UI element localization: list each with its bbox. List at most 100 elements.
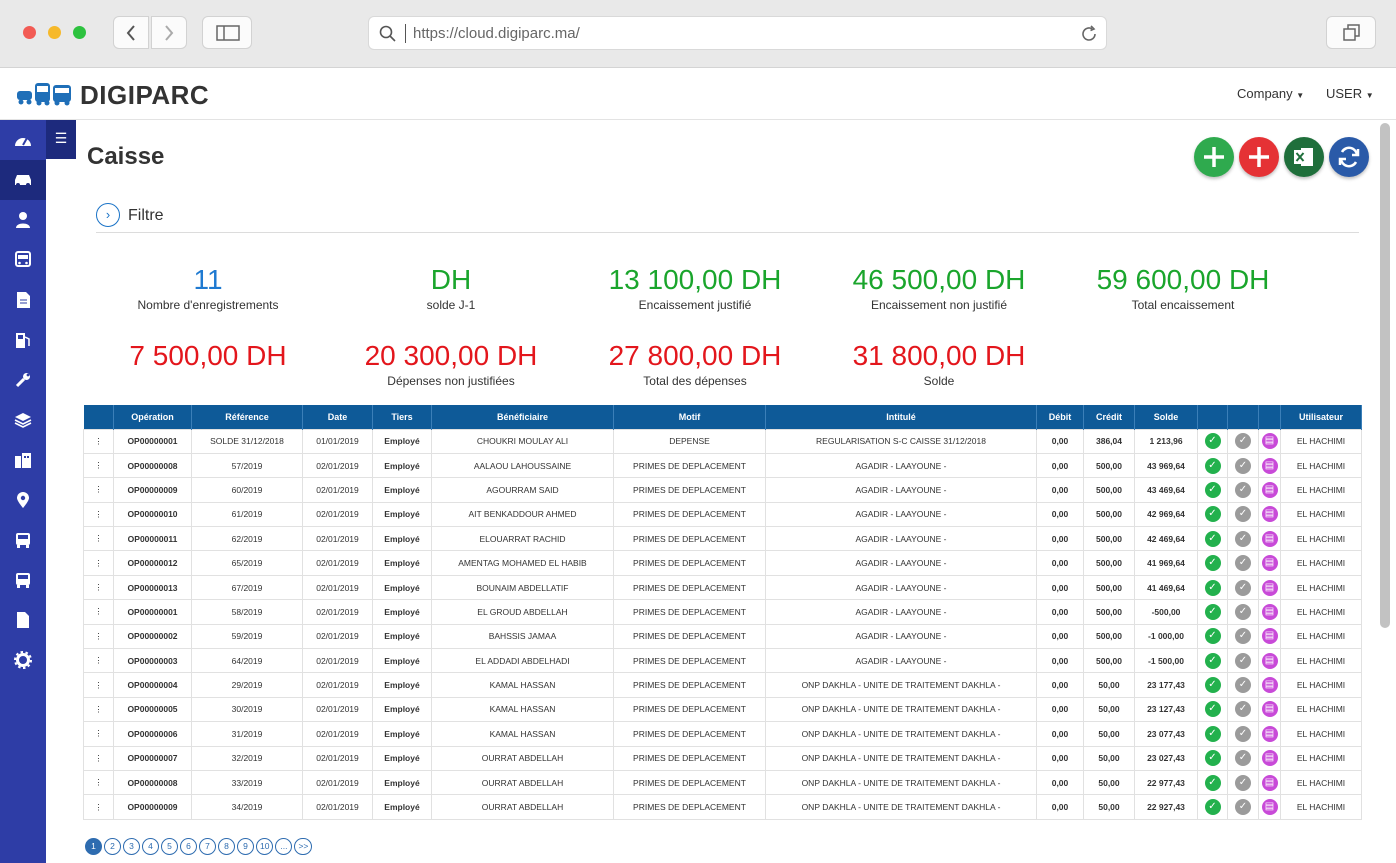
page-link[interactable]: 6 <box>180 838 197 855</box>
row-menu-button[interactable]: ⋮ <box>83 721 114 747</box>
status-button[interactable]: ✓ <box>1227 574 1259 601</box>
validate-button[interactable]: ✓ <box>1197 623 1228 650</box>
validate-button[interactable]: ✓ <box>1197 769 1228 796</box>
col-header-balance[interactable]: Solde <box>1134 405 1198 429</box>
status-button[interactable]: ✓ <box>1227 501 1259 528</box>
row-menu-button[interactable]: ⋮ <box>83 672 114 698</box>
validate-button[interactable]: ✓ <box>1197 550 1228 576</box>
maximize-window-button[interactable] <box>73 26 86 39</box>
page-link[interactable]: ... <box>275 838 293 855</box>
page-link[interactable]: 2 <box>104 838 121 855</box>
print-button[interactable]: ▤ <box>1258 721 1281 747</box>
print-button[interactable]: ▤ <box>1258 623 1281 650</box>
print-button[interactable]: ▤ <box>1258 794 1281 820</box>
col-header-operation[interactable]: Opération <box>113 405 192 429</box>
address-bar[interactable]: https://cloud.digiparc.ma/ <box>368 16 1107 50</box>
validate-button[interactable]: ✓ <box>1197 599 1228 625</box>
reload-icon[interactable] <box>1080 25 1098 43</box>
print-button[interactable]: ▤ <box>1258 696 1281 723</box>
sidebar-toggle-button[interactable] <box>202 16 252 49</box>
print-button[interactable]: ▤ <box>1258 745 1281 771</box>
close-window-button[interactable] <box>23 26 36 39</box>
table-row[interactable]: ⋮ OP00000001 58/2019 02/01/2019 Employé EL GR… <box>83 599 1362 625</box>
page-link[interactable]: 9 <box>237 838 254 855</box>
table-row[interactable]: ⋮ OP00000005 30/2019 02/01/2019 Employé KAMAL… <box>83 696 1362 723</box>
page-scrollbar[interactable] <box>1380 123 1390 628</box>
row-menu-button[interactable]: ⋮ <box>83 794 114 820</box>
row-menu-button[interactable]: ⋮ <box>83 428 114 454</box>
table-row[interactable]: ⋮ OP00000010 61/2019 02/01/2019 Employé AIT B… <box>83 501 1362 528</box>
validate-button[interactable]: ✓ <box>1197 648 1228 674</box>
print-button[interactable]: ▤ <box>1258 452 1281 479</box>
sidebar-item-vehicles[interactable] <box>0 160 46 200</box>
back-button[interactable] <box>113 16 149 49</box>
status-button[interactable]: ✓ <box>1227 526 1259 552</box>
company-dropdown[interactable]: Company ▼ <box>1237 86 1304 101</box>
sidebar-item-locations[interactable] <box>0 480 46 520</box>
status-button[interactable]: ✓ <box>1227 550 1259 576</box>
row-menu-button[interactable]: ⋮ <box>83 477 114 503</box>
row-menu-button[interactable]: ⋮ <box>83 599 114 625</box>
status-button[interactable]: ✓ <box>1227 428 1259 454</box>
col-header-title[interactable]: Intitulé <box>765 405 1037 429</box>
row-menu-button[interactable]: ⋮ <box>83 550 114 576</box>
row-menu-button[interactable]: ⋮ <box>83 648 114 674</box>
print-button[interactable]: ▤ <box>1258 672 1281 698</box>
status-button[interactable]: ✓ <box>1227 623 1259 650</box>
page-link[interactable]: 3 <box>123 838 140 855</box>
table-row[interactable]: ⋮ OP00000009 60/2019 02/01/2019 Employé AGOUR… <box>83 477 1362 503</box>
row-menu-button[interactable]: ⋮ <box>83 574 114 601</box>
add-expense-button[interactable] <box>1239 137 1279 177</box>
page-link[interactable]: 4 <box>142 838 159 855</box>
table-row[interactable]: ⋮ OP00000003 64/2019 02/01/2019 Employé EL AD… <box>83 648 1362 674</box>
col-header-user[interactable]: Utilisateur <box>1280 405 1362 429</box>
page-link[interactable]: 10 <box>256 838 274 855</box>
table-row[interactable]: ⋮ OP00000001 SOLDE 31/12/2018 01/01/2019 Emp… <box>83 428 1362 454</box>
status-button[interactable]: ✓ <box>1227 477 1259 503</box>
col-header-beneficiary[interactable]: Bénéficiaire <box>431 405 614 429</box>
status-button[interactable]: ✓ <box>1227 769 1259 796</box>
table-row[interactable]: ⋮ OP00000011 62/2019 02/01/2019 Employé ELOUA… <box>83 526 1362 552</box>
sidebar-item-files[interactable] <box>0 600 46 640</box>
status-button[interactable]: ✓ <box>1227 452 1259 479</box>
sidebar-item-stock[interactable] <box>0 400 46 440</box>
table-row[interactable]: ⋮ OP00000009 34/2019 02/01/2019 Employé OURRA… <box>83 794 1362 820</box>
col-header-motif[interactable]: Motif <box>613 405 766 429</box>
print-button[interactable]: ▤ <box>1258 477 1281 503</box>
menu-toggle-button[interactable]: ☰ <box>46 120 76 159</box>
row-menu-button[interactable]: ⋮ <box>83 526 114 552</box>
export-excel-button[interactable] <box>1284 137 1324 177</box>
print-button[interactable]: ▤ <box>1258 599 1281 625</box>
validate-button[interactable]: ✓ <box>1197 794 1228 820</box>
col-header-date[interactable]: Date <box>302 405 373 429</box>
validate-button[interactable]: ✓ <box>1197 672 1228 698</box>
user-dropdown[interactable]: USER ▼ <box>1326 86 1374 101</box>
col-header-reference[interactable]: Référence <box>191 405 303 429</box>
row-menu-button[interactable]: ⋮ <box>83 452 114 479</box>
sidebar-item-dashboard[interactable] <box>0 120 46 160</box>
tabs-overview-button[interactable] <box>1326 16 1376 49</box>
sidebar-item-documents[interactable] <box>0 280 46 320</box>
sidebar-item-lines[interactable] <box>0 520 46 560</box>
row-menu-button[interactable]: ⋮ <box>83 696 114 723</box>
print-button[interactable]: ▤ <box>1258 550 1281 576</box>
row-menu-button[interactable]: ⋮ <box>83 745 114 771</box>
col-header-debit[interactable]: Débit <box>1036 405 1084 429</box>
validate-button[interactable]: ✓ <box>1197 721 1228 747</box>
page-link[interactable]: 8 <box>218 838 235 855</box>
sidebar-item-fuel[interactable] <box>0 320 46 360</box>
print-button[interactable]: ▤ <box>1258 526 1281 552</box>
validate-button[interactable]: ✓ <box>1197 696 1228 723</box>
status-button[interactable]: ✓ <box>1227 794 1259 820</box>
print-button[interactable]: ▤ <box>1258 501 1281 528</box>
validate-button[interactable]: ✓ <box>1197 745 1228 771</box>
page-link[interactable]: >> <box>294 838 313 855</box>
table-row[interactable]: ⋮ OP00000008 33/2019 02/01/2019 Employé OURRA… <box>83 769 1362 796</box>
sidebar-item-companies[interactable] <box>0 440 46 480</box>
page-link[interactable]: 1 <box>85 838 102 855</box>
status-button[interactable]: ✓ <box>1227 696 1259 723</box>
table-row[interactable]: ⋮ OP00000004 29/2019 02/01/2019 Employé KAMAL… <box>83 672 1362 698</box>
col-header-tiers[interactable]: Tiers <box>372 405 432 429</box>
minimize-window-button[interactable] <box>48 26 61 39</box>
row-menu-button[interactable]: ⋮ <box>83 769 114 796</box>
